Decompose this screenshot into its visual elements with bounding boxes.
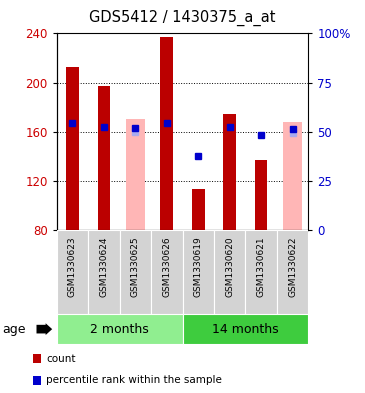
Bar (161, 37, 173, 230)
Bar (66, 66, 78, 230)
Text: GSM1330619: GSM1330619 (194, 237, 203, 298)
Bar (214, 230, 246, 314)
Text: GSM1330621: GSM1330621 (257, 237, 266, 297)
Bar (277, 230, 308, 314)
Text: GSM1330625: GSM1330625 (131, 237, 140, 297)
Bar (246, 230, 277, 314)
Bar (223, 114, 236, 230)
Text: count: count (46, 354, 76, 364)
Text: age: age (2, 323, 25, 336)
Bar (88, 230, 120, 314)
Text: GSM1330622: GSM1330622 (288, 237, 297, 297)
Text: GSM1330624: GSM1330624 (99, 237, 108, 297)
Text: 14 months: 14 months (212, 323, 279, 336)
Bar (192, 189, 204, 230)
Bar (283, 122, 302, 230)
Bar (255, 160, 268, 230)
Bar (126, 119, 145, 230)
Bar (182, 314, 308, 344)
Text: GSM1330626: GSM1330626 (162, 237, 171, 297)
Bar (57, 314, 182, 344)
Bar (97, 86, 110, 230)
Text: percentile rank within the sample: percentile rank within the sample (46, 375, 222, 385)
Bar (182, 230, 214, 314)
Text: GDS5412 / 1430375_a_at: GDS5412 / 1430375_a_at (89, 10, 276, 26)
Text: GSM1330620: GSM1330620 (225, 237, 234, 297)
Text: GSM1330623: GSM1330623 (68, 237, 77, 297)
Bar (151, 230, 182, 314)
Bar (120, 230, 151, 314)
Bar (57, 230, 88, 314)
Text: 2 months: 2 months (90, 323, 149, 336)
